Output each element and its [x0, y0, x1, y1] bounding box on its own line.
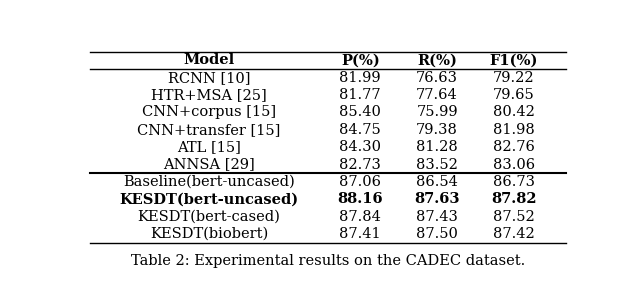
- Text: 79.22: 79.22: [493, 71, 535, 85]
- Text: Baseline(bert-uncased): Baseline(bert-uncased): [123, 175, 295, 189]
- Text: 84.75: 84.75: [339, 123, 381, 137]
- Text: 87.41: 87.41: [339, 227, 381, 241]
- Text: 87.82: 87.82: [491, 192, 537, 206]
- Text: 79.65: 79.65: [493, 88, 535, 102]
- Text: 87.42: 87.42: [493, 227, 535, 241]
- Text: HTR+MSA [25]: HTR+MSA [25]: [151, 88, 267, 102]
- Text: 87.43: 87.43: [416, 210, 458, 224]
- Text: KESDT(bert-uncased): KESDT(bert-uncased): [120, 192, 298, 206]
- Text: 81.99: 81.99: [339, 71, 381, 85]
- Text: 84.30: 84.30: [339, 140, 381, 154]
- Text: 80.42: 80.42: [493, 105, 535, 119]
- Text: P(%): P(%): [341, 53, 380, 67]
- Text: ATL [15]: ATL [15]: [177, 140, 241, 154]
- Text: 81.98: 81.98: [493, 123, 535, 137]
- Text: CNN+transfer [15]: CNN+transfer [15]: [137, 123, 281, 137]
- Text: Model: Model: [183, 53, 235, 67]
- Text: ANNSA [29]: ANNSA [29]: [163, 158, 255, 172]
- Text: RCNN [10]: RCNN [10]: [168, 71, 250, 85]
- Text: 86.73: 86.73: [493, 175, 535, 189]
- Text: 79.38: 79.38: [416, 123, 458, 137]
- Text: 82.73: 82.73: [339, 158, 381, 172]
- Text: 76.63: 76.63: [416, 71, 458, 85]
- Text: 87.63: 87.63: [414, 192, 460, 206]
- Text: 87.84: 87.84: [339, 210, 381, 224]
- Text: 83.06: 83.06: [493, 158, 535, 172]
- Text: KESDT(bert-cased): KESDT(bert-cased): [138, 210, 280, 224]
- Text: Table 2: Experimental results on the CADEC dataset.: Table 2: Experimental results on the CAD…: [131, 254, 525, 268]
- Text: 87.50: 87.50: [416, 227, 458, 241]
- Text: R(%): R(%): [417, 53, 457, 67]
- Text: 83.52: 83.52: [416, 158, 458, 172]
- Text: 81.28: 81.28: [416, 140, 458, 154]
- Text: 77.64: 77.64: [416, 88, 458, 102]
- Text: 85.40: 85.40: [339, 105, 381, 119]
- Text: 86.54: 86.54: [416, 175, 458, 189]
- Text: 81.77: 81.77: [339, 88, 381, 102]
- Text: 88.16: 88.16: [337, 192, 383, 206]
- Text: 75.99: 75.99: [416, 105, 458, 119]
- Text: 87.06: 87.06: [339, 175, 381, 189]
- Text: 82.76: 82.76: [493, 140, 535, 154]
- Text: KESDT(biobert): KESDT(biobert): [150, 227, 268, 241]
- Text: CNN+corpus [15]: CNN+corpus [15]: [142, 105, 276, 119]
- Text: F1(%): F1(%): [490, 53, 538, 67]
- Text: 87.52: 87.52: [493, 210, 535, 224]
